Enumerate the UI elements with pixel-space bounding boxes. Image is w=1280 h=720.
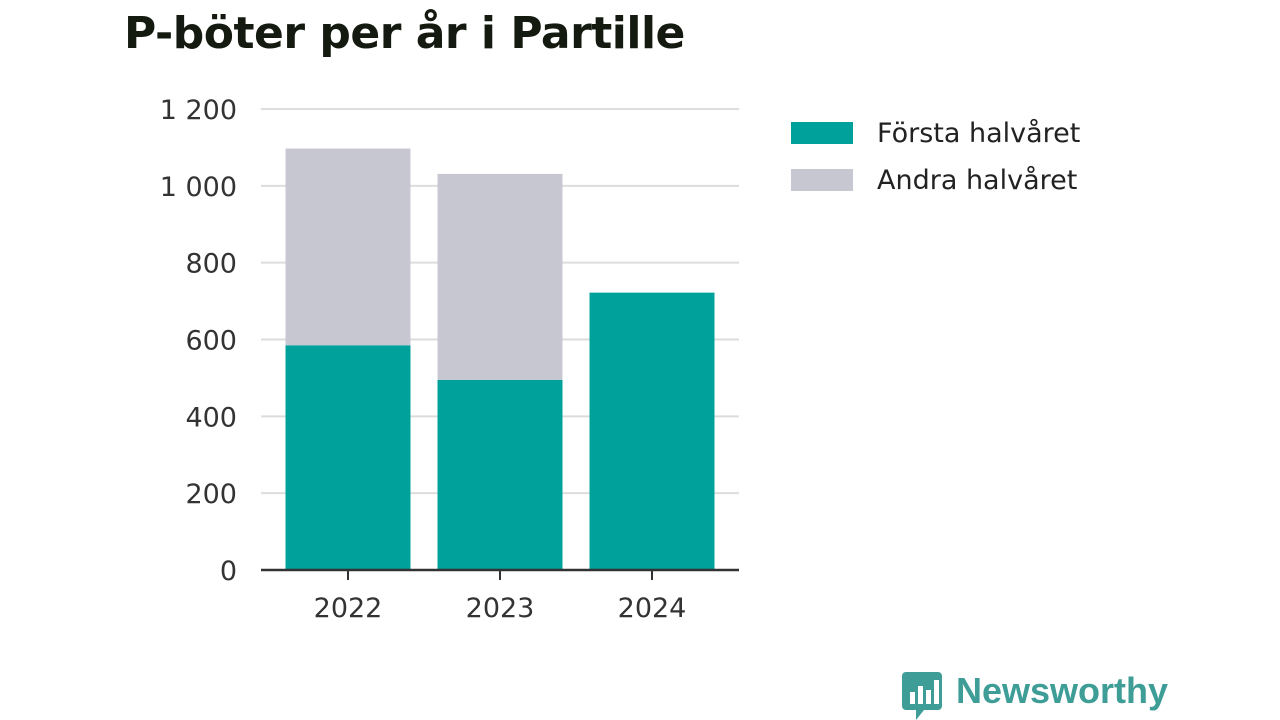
bar-2023-series-1	[437, 379, 563, 570]
legend-swatch	[791, 169, 853, 191]
x-tick-label: 2024	[618, 593, 687, 624]
legend-label: Första halvåret	[877, 118, 1080, 149]
legend: Första halvåret Andra halvåret	[791, 118, 1080, 196]
x-tick-label: 2023	[466, 593, 535, 624]
bar-2023-series-2	[437, 173, 563, 380]
y-tick-label: 400	[185, 402, 237, 433]
y-tick-label: 800	[185, 249, 237, 280]
bar-2022-series-1	[285, 345, 411, 570]
brand-name: Newsworthy	[956, 670, 1168, 711]
y-tick-label: 600	[185, 326, 237, 357]
bar-2024-series-1	[589, 292, 715, 570]
newsworthy-logo: Newsworthy	[902, 670, 1168, 720]
y-axis-tick-labels: 0 200 400 600 800 1 000 1 200	[160, 95, 237, 587]
x-tick-label: 2022	[314, 593, 383, 624]
bars	[285, 148, 715, 570]
x-axis: 2022 2023 2024	[261, 568, 739, 624]
legend-label: Andra halvåret	[877, 165, 1077, 196]
y-tick-label: 1 200	[160, 95, 237, 126]
legend-swatch	[791, 122, 853, 144]
bar-chart-speech-bubble-icon	[902, 672, 942, 720]
bar-2022-series-2	[285, 148, 411, 346]
chart-title: P-böter per år i Partille	[124, 8, 685, 59]
y-tick-label: 1 000	[160, 172, 237, 203]
y-tick-label: 200	[185, 479, 237, 510]
y-tick-label: 0	[220, 556, 237, 587]
